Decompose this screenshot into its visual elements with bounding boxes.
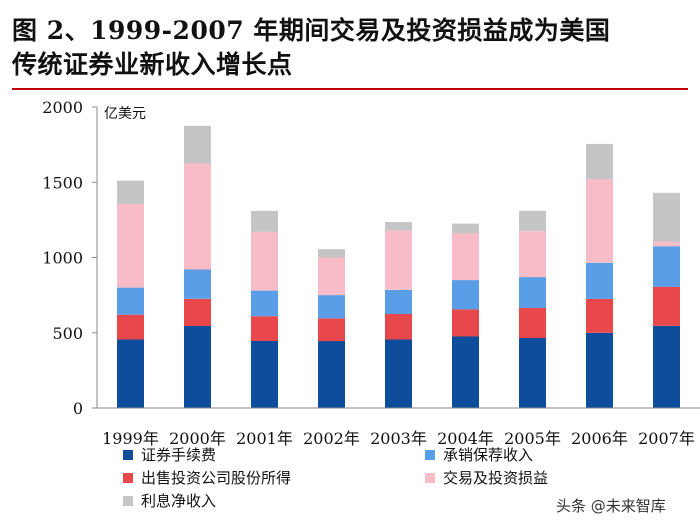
bar-segment-1-2006年 <box>586 332 613 409</box>
bar-segment-1-1999年 <box>117 339 144 408</box>
bar-segment-1-2004年 <box>452 336 479 408</box>
bar-segment-2-2004年 <box>452 309 479 337</box>
x-tick-label: 2006年 <box>571 429 628 448</box>
bar-segment-2-2000年 <box>184 298 211 326</box>
y-tick-label: 2000 <box>42 98 83 117</box>
bar-segment-3-2003年 <box>385 289 412 314</box>
bar-segment-2-2003年 <box>385 313 412 340</box>
bar-segment-5-2001年 <box>251 210 278 232</box>
bar-segment-5-2005年 <box>519 210 546 232</box>
x-tick-label: 2005年 <box>504 429 561 448</box>
y-tick-label: 1000 <box>42 249 83 268</box>
bar-segment-3-1999年 <box>117 287 144 315</box>
bar-segment-2-2006年 <box>586 298 613 333</box>
bar-segment-5-2004年 <box>452 223 479 234</box>
watermark-text: 头条 @未来智库 <box>556 497 666 515</box>
bar-segment-5-2007年 <box>653 192 680 242</box>
bar-segment-4-2002年 <box>318 257 345 296</box>
bar-segment-2-2007年 <box>653 286 680 326</box>
x-tick-label: 2002年 <box>303 429 360 448</box>
bar-segment-4-2004年 <box>452 233 479 281</box>
bar-segment-3-2007年 <box>653 246 680 287</box>
bar-segment-4-2001年 <box>251 231 278 291</box>
bar-segment-4-2000年 <box>184 163 211 270</box>
x-tick-label: 2000年 <box>169 429 226 448</box>
bar-segment-5-1999年 <box>117 180 144 204</box>
x-tick-label: 2003年 <box>370 429 427 448</box>
bar-segment-5-2006年 <box>586 143 613 180</box>
y-axis-unit-label: 亿美元 <box>104 106 146 122</box>
x-tick-label: 2001年 <box>236 429 293 448</box>
chart-title-line-1: 图 2、1999-2007 年期间交易及投资损益成为美国 <box>12 16 611 45</box>
bar-segment-2-2002年 <box>318 318 345 342</box>
bar-segment-2-1999年 <box>117 314 144 340</box>
chart-title-line-2: 传统证券业新收入增长点 <box>12 50 293 79</box>
y-tick-label: 500 <box>52 324 83 343</box>
x-tick-label: 1999年 <box>102 429 159 448</box>
bar-segment-3-2002年 <box>318 295 345 319</box>
bar-segment-2-2001年 <box>251 316 278 341</box>
legend-label-1: 证券手续费 <box>141 446 216 464</box>
legend-swatch-2 <box>123 473 133 483</box>
legend-label-5: 利息净收入 <box>141 492 216 510</box>
y-tick-label: 1500 <box>42 173 83 192</box>
bar-segment-1-2007年 <box>653 326 680 408</box>
legend-label-4: 交易及投资损益 <box>443 469 548 487</box>
legend-swatch-3 <box>425 450 435 460</box>
legend-swatch-5 <box>123 496 133 506</box>
bar-segment-4-1999年 <box>117 204 144 288</box>
x-tick-label: 2007年 <box>638 429 695 448</box>
bar-segment-1-2003年 <box>385 339 412 408</box>
y-tick-label: 0 <box>73 399 83 418</box>
legend-swatch-4 <box>425 473 435 483</box>
bars-group <box>117 125 680 409</box>
bar-segment-3-2004年 <box>452 280 479 310</box>
bar-segment-5-2000年 <box>184 125 211 164</box>
bar-segment-4-2005年 <box>519 231 546 278</box>
bar-segment-5-2003年 <box>385 222 412 231</box>
legend-label-3: 承销保荐收入 <box>443 446 533 464</box>
bar-segment-3-2001年 <box>251 290 278 317</box>
chart-title: 图 2、1999-2007 年期间交易及投资损益成为美国 传统证券业新收入增长点 <box>12 14 692 82</box>
bar-segment-1-2002年 <box>318 341 345 408</box>
x-tick-label: 2004年 <box>437 429 494 448</box>
bar-segment-2-2005年 <box>519 307 546 338</box>
bar-segment-4-2006年 <box>586 179 613 263</box>
title-divider <box>12 88 688 90</box>
bar-segment-5-2002年 <box>318 249 345 258</box>
bar-segment-1-2001年 <box>251 341 278 408</box>
bar-segment-4-2003年 <box>385 230 412 290</box>
axes-group: 1999年 2000年 2001年 2002年 2003年 2004年 2005年 2006年… <box>42 98 700 448</box>
bar-segment-4-2007年 <box>653 241 680 247</box>
legend-swatch-1 <box>123 450 133 460</box>
bar-segment-3-2006年 <box>586 262 613 299</box>
legend-label-2: 出售投资公司股份所得 <box>141 469 291 487</box>
bar-segment-1-2005年 <box>519 338 546 408</box>
bar-segment-1-2000年 <box>184 326 211 408</box>
bar-segment-3-2005年 <box>519 277 546 308</box>
bar-segment-3-2000年 <box>184 269 211 299</box>
